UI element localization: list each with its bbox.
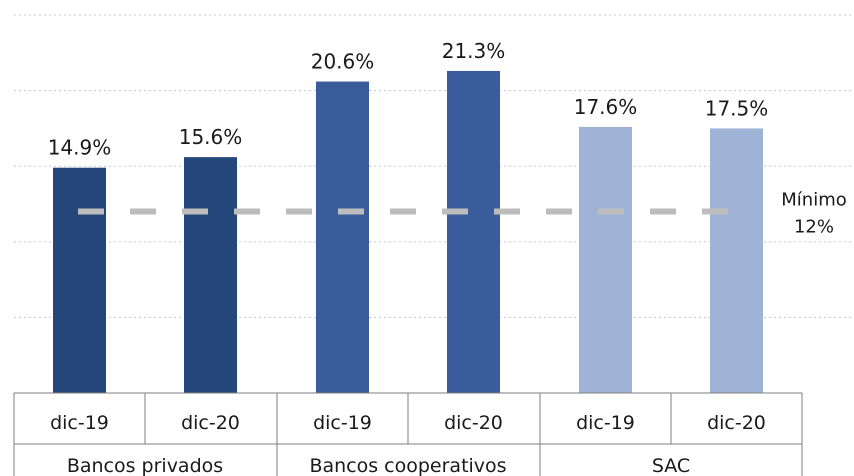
category-axis-table: dic-19 dic-20 Bancos privados dic-19 dic-20 B…	[13, 392, 803, 476]
bars	[53, 70, 763, 393]
data-label-1-0: 20.6%	[311, 50, 375, 74]
group-label-0: Bancos privados	[67, 455, 223, 476]
bar-1-0	[316, 81, 369, 393]
bar-2-1	[710, 128, 763, 393]
data-label-2-0: 17.6%	[574, 95, 638, 119]
reference-label-line1: Mínimo	[781, 190, 847, 211]
category-label-1-1: dic-20	[444, 412, 503, 434]
group-label-2: SAC	[652, 455, 690, 476]
data-label-1-1: 21.3%	[442, 39, 506, 63]
bar-0-1	[184, 157, 237, 393]
data-label-2-1: 17.5%	[705, 96, 769, 120]
bar-1-1	[447, 70, 500, 393]
category-label-0-0: dic-19	[50, 412, 109, 434]
category-label-2-0: dic-19	[576, 412, 635, 434]
bar-2-0	[579, 126, 632, 393]
reference-label-line2: 12%	[794, 217, 834, 238]
data-label-0-0: 14.9%	[48, 136, 112, 160]
category-label-1-0: dic-19	[313, 412, 372, 434]
category-label-2-1: dic-20	[707, 412, 766, 434]
bar-labels: 14.9% 15.6% 20.6% 21.3% 17.6% 17.5%	[48, 39, 769, 160]
bar-0-0	[53, 167, 106, 393]
data-label-0-1: 15.6%	[179, 125, 243, 149]
category-label-0-1: dic-20	[181, 412, 240, 434]
group-label-1: Bancos cooperativos	[309, 455, 506, 476]
reference-line-group: Mínimo 12%	[78, 190, 847, 238]
